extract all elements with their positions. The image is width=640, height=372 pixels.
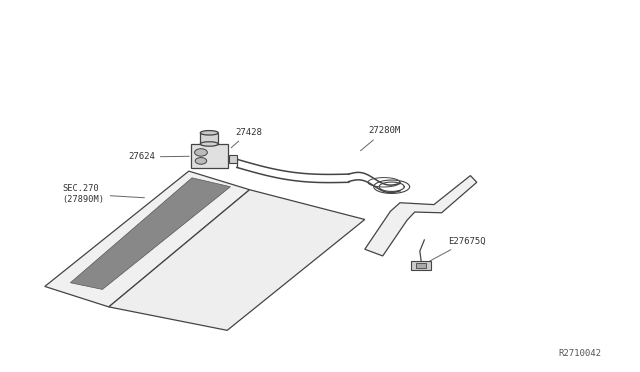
Text: 27428: 27428: [231, 128, 262, 148]
Ellipse shape: [200, 142, 218, 146]
Polygon shape: [109, 190, 365, 330]
FancyBboxPatch shape: [191, 144, 228, 168]
Polygon shape: [229, 155, 237, 163]
Text: E27675Q: E27675Q: [430, 237, 486, 261]
Polygon shape: [45, 171, 250, 307]
Polygon shape: [365, 176, 477, 256]
FancyBboxPatch shape: [200, 133, 218, 144]
Polygon shape: [70, 178, 230, 289]
Text: SEC.270
(27890M): SEC.270 (27890M): [63, 185, 145, 204]
Ellipse shape: [200, 131, 218, 135]
Circle shape: [195, 157, 207, 164]
FancyBboxPatch shape: [416, 263, 426, 268]
Circle shape: [195, 149, 207, 156]
Text: 27280M: 27280M: [360, 126, 400, 151]
Text: 27624: 27624: [128, 153, 189, 161]
Text: R2710042: R2710042: [559, 349, 602, 358]
FancyBboxPatch shape: [411, 261, 431, 270]
